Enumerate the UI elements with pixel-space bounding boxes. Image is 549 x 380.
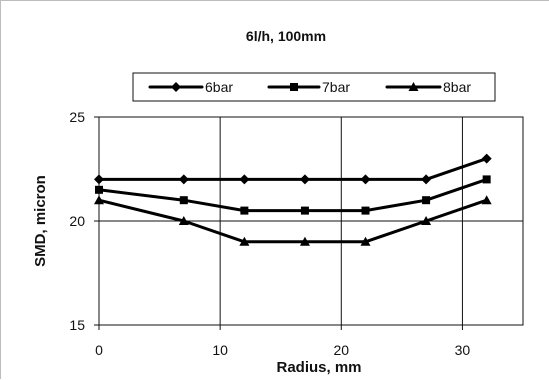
series-point-7bar xyxy=(422,196,431,205)
series-point-6bar xyxy=(481,153,492,164)
x-tick-label: 0 xyxy=(95,342,103,358)
legend-marker-8bar xyxy=(408,82,419,91)
y-tick-label: 20 xyxy=(69,213,85,229)
series-point-6bar xyxy=(299,174,310,185)
legend-marker-7bar xyxy=(290,83,298,91)
x-tick-label: 20 xyxy=(333,342,349,358)
y-tick-label: 25 xyxy=(69,109,85,125)
series-point-8bar xyxy=(481,195,492,205)
legend-label-7bar: 7bar xyxy=(322,79,350,95)
legend-label-6bar: 6bar xyxy=(205,79,233,95)
series-point-7bar xyxy=(179,196,188,205)
chart-title: 6l/h, 100mm xyxy=(246,28,326,44)
series-point-8bar xyxy=(299,236,310,246)
x-tick-label: 30 xyxy=(455,342,471,358)
series-point-8bar xyxy=(421,216,432,225)
x-tick-label: 10 xyxy=(212,342,228,358)
series-point-7bar xyxy=(482,175,491,184)
series-point-8bar xyxy=(239,236,250,246)
x-axis-title: Radius, mm xyxy=(276,359,361,376)
y-axis-title: SMD, micron xyxy=(32,175,49,267)
series-point-6bar xyxy=(178,174,189,185)
series-point-6bar xyxy=(239,174,250,185)
y-tick-label: 15 xyxy=(69,317,85,333)
series-point-6bar xyxy=(94,174,104,185)
series-point-8bar xyxy=(360,236,371,246)
series-point-8bar xyxy=(94,195,104,205)
series-point-7bar xyxy=(300,206,309,215)
series-point-8bar xyxy=(178,216,189,225)
series-point-7bar xyxy=(95,185,103,194)
legend-label-8bar: 8bar xyxy=(443,79,471,95)
series-point-7bar xyxy=(240,206,249,215)
legend: 6bar 7bar 8bar xyxy=(132,72,496,102)
legend-marker-6bar xyxy=(171,82,181,92)
series-point-6bar xyxy=(421,174,432,185)
plot-area: 15 20 25 0 10 20 30 xyxy=(69,109,524,358)
series-point-6bar xyxy=(360,174,371,185)
series-point-7bar xyxy=(361,206,370,215)
